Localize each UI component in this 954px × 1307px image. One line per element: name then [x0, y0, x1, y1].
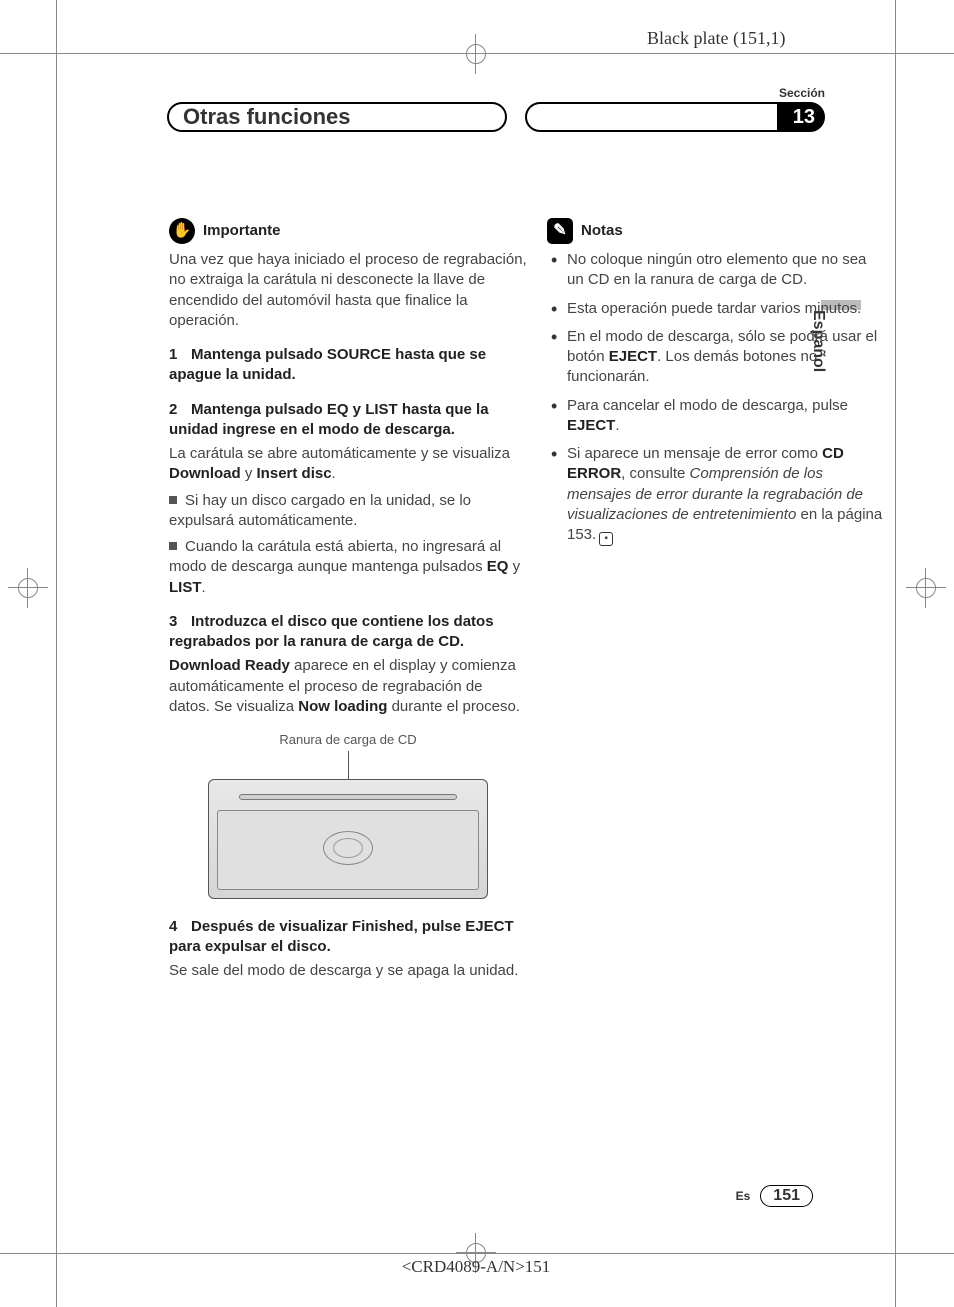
registration-mark-right — [912, 574, 940, 602]
step-2-bullet-1: Si hay un disco cargado en la unidad, se… — [169, 491, 527, 532]
section-number: 13 — [793, 106, 815, 129]
step-2-body: La carátula se abre automáticamente y se… — [169, 444, 527, 485]
cd-unit-diagram — [208, 779, 488, 899]
notes-label: Notas — [581, 221, 623, 241]
section-pill: 13 — [525, 102, 825, 132]
important-text: Una vez que haya iniciado el proceso de … — [169, 250, 527, 331]
notes-heading: ✎ Notas — [547, 218, 887, 244]
step-4-body: Se sale del modo de descarga y se apaga … — [169, 961, 527, 981]
step-2: 2Mantenga pulsado EQ y LIST hasta que la… — [169, 400, 527, 441]
header: Sección Otras funciones 13 — [167, 92, 825, 132]
footer-lang: Es — [736, 1189, 751, 1203]
diagram-caption: Ranura de carga de CD — [169, 731, 527, 749]
note-1: No coloque ningún otro elemento que no s… — [547, 250, 887, 291]
chapter-title: Otras funciones — [167, 102, 507, 132]
footer: Es 151 — [736, 1185, 813, 1207]
diagram-lead-line — [348, 751, 349, 779]
square-bullet-icon — [169, 496, 177, 504]
step-4: 4Después de visualizar Finished, pulse E… — [169, 917, 527, 958]
note-2: Esta operación puede tardar varios minut… — [547, 299, 887, 319]
important-label: Importante — [203, 221, 281, 241]
square-bullet-icon — [169, 542, 177, 550]
section-label: Sección — [779, 86, 825, 100]
page-frame: Sección Otras funciones 13 Español ✋ Imp… — [56, 0, 896, 1307]
note-4: Para cancelar el modo de descarga, pulse… — [547, 396, 887, 437]
notes-icon: ✎ — [547, 218, 573, 244]
step-3: 3Introduzca el disco que contiene los da… — [169, 612, 527, 653]
registration-mark-left — [14, 574, 42, 602]
important-heading: ✋ Importante — [169, 218, 527, 244]
cd-slot — [239, 794, 457, 800]
doc-id: <CRD4089-A/N>151 — [402, 1257, 551, 1277]
step-1: 1Mantenga pulsado SOURCE hasta que se ap… — [169, 345, 527, 386]
right-column: ✎ Notas No coloque ningún otro elemento … — [547, 218, 887, 554]
notes-list: No coloque ningún otro elemento que no s… — [547, 250, 887, 546]
note-3: En el modo de descarga, sólo se podrá us… — [547, 327, 887, 388]
important-icon: ✋ — [169, 218, 195, 244]
knob-inner — [333, 838, 363, 858]
end-mark-icon: ▪ — [599, 532, 613, 546]
step-2-bullet-2: Cuando la carátula está abierta, no ingr… — [169, 537, 527, 598]
left-column: ✋ Importante Una vez que haya iniciado e… — [169, 218, 527, 995]
step-3-body: Download Ready aparece en el display y c… — [169, 656, 527, 717]
note-5: Si aparece un mensaje de error como CD E… — [547, 444, 887, 546]
diagram-wrap: Ranura de carga de CD — [169, 731, 527, 899]
footer-page: 151 — [760, 1185, 813, 1207]
